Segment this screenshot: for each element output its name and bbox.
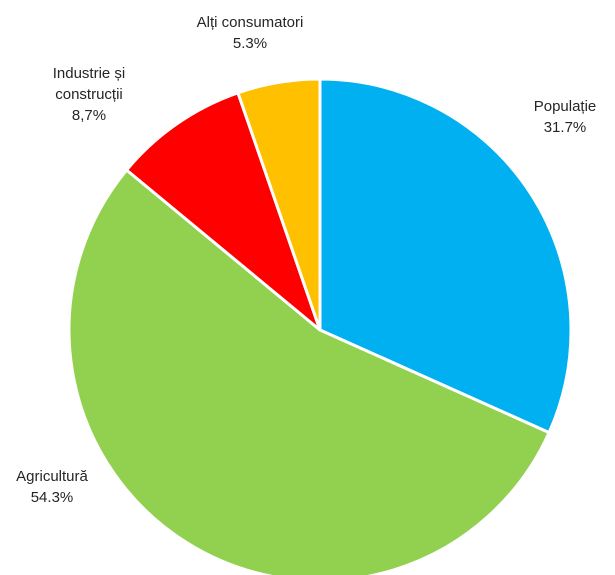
pie-category-label-2-line-0: Industrie și [53,65,126,82]
pie-value-label-1: 54.3% [31,489,74,506]
pie-category-label-3-line-0: Alți consumatori [197,14,304,31]
pie-labels: Populație 31.7% Agricultură 54.3% Industrie … [16,14,596,506]
pie-slices [67,77,573,575]
pie-category-label-0-line-0: Populație [534,98,597,115]
pie-slice-1 [67,168,551,575]
pie-value-label-2: 8,7% [72,107,106,124]
pie-value-label-0: 31.7% [544,119,587,136]
pie-category-label-1-line-0: Agricultură [16,468,88,485]
pie-slice-3 [236,77,322,332]
pie-category-label-2-line-1: construcții [55,86,123,103]
pie-value-label-3: 5.3% [233,35,267,52]
pie-slice-0 [318,77,573,435]
pie-slice-2 [125,91,322,332]
